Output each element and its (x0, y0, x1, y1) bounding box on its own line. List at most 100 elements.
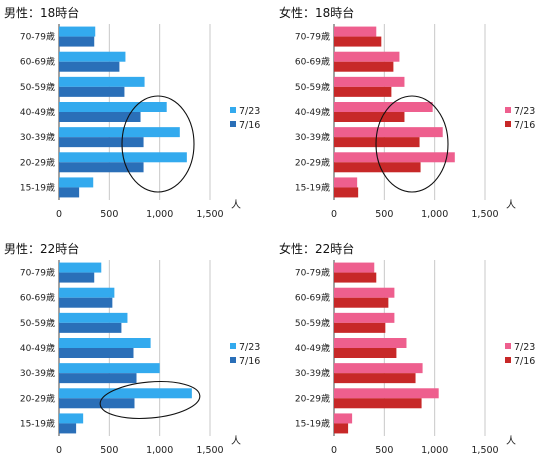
category-label: 40-49歳 (20, 342, 55, 354)
category-label: 30-39歳 (295, 131, 330, 143)
bar-series-2 (59, 36, 95, 47)
category-label: 50-59歳 (20, 81, 55, 93)
bar-series-1 (59, 177, 94, 188)
bar-series-1 (59, 413, 84, 424)
category-label: 20-29歳 (295, 392, 330, 404)
bar-series-2 (334, 272, 377, 283)
bar-series-1 (59, 338, 151, 348)
legend-swatch (505, 343, 511, 349)
legend-label: 7/16 (239, 120, 260, 131)
bar-series-1 (334, 177, 358, 188)
bar-series-1 (59, 287, 115, 298)
bar-series-1 (334, 76, 405, 87)
bar-series-2 (334, 373, 416, 384)
bar-series-1 (334, 127, 443, 138)
bar-series-1 (59, 127, 180, 138)
bar-series-1 (59, 26, 96, 37)
category-label: 30-39歳 (295, 367, 330, 379)
bar-series-2 (59, 297, 113, 308)
category-label: 30-39歳 (20, 131, 55, 143)
x-tick-label: 0 (56, 445, 62, 456)
bar-series-2 (59, 61, 120, 72)
x-tick-label: 1,500 (196, 445, 223, 456)
legend-swatch (230, 343, 236, 349)
bar-series-2 (59, 162, 144, 173)
category-label: 40-49歳 (20, 106, 55, 118)
bar-series-2 (59, 187, 80, 198)
bar-series-2 (334, 187, 359, 198)
category-label: 60-69歳 (295, 292, 330, 304)
bar-series-1 (59, 388, 192, 399)
chart-panel-male-18: 男性：18時台 70-79歳 60-69歳 50-59歳 40-49歳 30-39歳 20… (0, 0, 275, 236)
bar-series-1 (59, 312, 128, 323)
bar-series-2 (334, 348, 397, 358)
category-label: 20-29歳 (20, 156, 55, 168)
legend-swatch (505, 357, 511, 363)
bar-series-2 (334, 297, 389, 308)
bar-series-2 (334, 398, 422, 409)
bar-series-2 (59, 272, 95, 283)
bar-series-1 (334, 413, 353, 424)
legend-swatch (230, 107, 236, 113)
legend-label: 7/23 (239, 106, 260, 117)
bar-series-2 (59, 86, 125, 97)
bar-series-2 (334, 322, 386, 333)
bar-series-2 (59, 137, 144, 148)
bar-series-1 (59, 102, 167, 112)
x-tick-label: 1,500 (196, 209, 223, 220)
category-label: 40-49歳 (295, 342, 330, 354)
bar-series-2 (334, 36, 382, 47)
x-tick-label: 1,000 (146, 209, 173, 220)
bar-series-1 (59, 262, 102, 273)
x-tick-label: 500 (375, 445, 393, 456)
bar-series-1 (334, 338, 407, 348)
x-tick-label: 0 (331, 445, 337, 456)
unit-label: 人 (506, 435, 516, 447)
x-tick-label: 500 (100, 209, 118, 220)
x-tick-label: 1,000 (146, 445, 173, 456)
bar-series-2 (334, 61, 394, 72)
chart-title: 男性：22時台 (4, 242, 80, 256)
bar-series-1 (334, 363, 423, 374)
chart-panel-female-22: 女性：22時台 70-79歳 60-69歳 50-59歳 40-49歳 30-39歳 20… (275, 236, 550, 472)
bar-series-1 (59, 363, 160, 374)
unit-label: 人 (506, 199, 516, 211)
category-label: 60-69歳 (20, 56, 55, 68)
bar-series-2 (59, 112, 141, 122)
x-tick-label: 500 (100, 445, 118, 456)
x-tick-label: 1,500 (471, 209, 498, 220)
bar-series-2 (334, 423, 349, 434)
category-label: 70-79歳 (295, 31, 330, 43)
chart-title: 女性：22時台 (279, 242, 355, 256)
category-label: 15-19歳 (295, 181, 330, 193)
category-label: 15-19歳 (295, 417, 330, 429)
category-label: 70-79歳 (295, 267, 330, 279)
bar-series-1 (334, 26, 377, 37)
category-label: 15-19歳 (20, 417, 55, 429)
bar-series-1 (59, 76, 145, 87)
category-label: 50-59歳 (20, 317, 55, 329)
x-tick-label: 500 (375, 209, 393, 220)
x-tick-label: 1,500 (471, 445, 498, 456)
category-label: 70-79歳 (20, 31, 55, 43)
category-label: 40-49歳 (295, 106, 330, 118)
bar-series-2 (334, 137, 420, 148)
bar-series-1 (334, 388, 439, 399)
bar-series-2 (59, 423, 77, 434)
bar-series-1 (334, 262, 375, 273)
chart-panel-female-18: 女性：18時台 70-79歳 60-69歳 50-59歳 40-49歳 30-39歳 20… (275, 0, 550, 236)
bar-series-1 (334, 287, 395, 298)
chart-title: 女性：18時台 (279, 6, 355, 20)
category-label: 20-29歳 (20, 392, 55, 404)
x-tick-label: 1,000 (421, 209, 448, 220)
bar-series-1 (334, 102, 433, 112)
bar-series-2 (59, 373, 137, 384)
category-label: 50-59歳 (295, 317, 330, 329)
bar-chart: 70-79歳 60-69歳 50-59歳 40-49歳 30-39歳 20-29歳 15-1… (295, 24, 535, 220)
legend-label: 7/16 (514, 120, 535, 131)
unit-label: 人 (231, 199, 241, 211)
chart-title: 男性：18時台 (4, 6, 80, 20)
highlight-ellipse (99, 380, 201, 420)
category-label: 60-69歳 (20, 292, 55, 304)
legend-swatch (505, 107, 511, 113)
